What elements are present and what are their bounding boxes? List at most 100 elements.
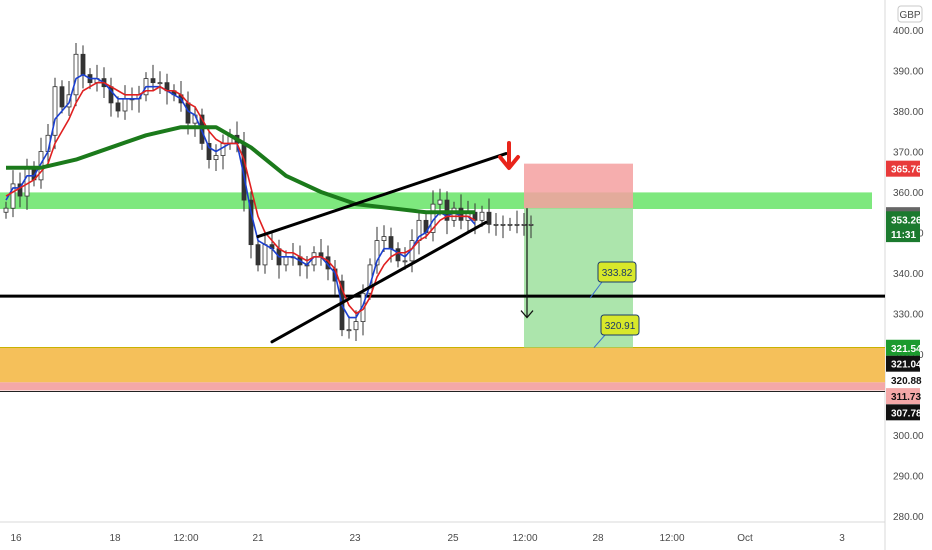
price-tick-label: 290.00	[893, 472, 924, 483]
resistance-zone[interactable]	[0, 192, 872, 210]
candle-body	[150, 78, 156, 84]
candle-body	[220, 142, 226, 156]
candle-body	[514, 223, 520, 226]
callout-box	[600, 314, 640, 336]
candle-body	[199, 114, 205, 144]
time-tick-label: 18	[109, 533, 121, 544]
price-badge	[886, 371, 920, 388]
candle-body	[521, 223, 527, 226]
time-tick-label: 12:00	[512, 533, 537, 544]
candle-body	[500, 223, 506, 226]
time-tick-label: 23	[349, 533, 361, 544]
series-ema_fast	[5, 73, 476, 319]
candle-body	[507, 223, 513, 226]
time-tick-label: 21	[252, 533, 264, 544]
wedge-lower-line[interactable]	[270, 220, 488, 344]
time-tick-label: 12:00	[659, 533, 684, 544]
price-tick-label: 280.00	[893, 512, 924, 523]
price-badge-label: 321.04	[891, 360, 922, 371]
candle-body	[395, 248, 401, 262]
candle-body	[122, 98, 128, 112]
candle-body	[283, 256, 289, 266]
candle-body	[479, 211, 485, 221]
candle-body	[493, 223, 499, 226]
candle-body	[52, 86, 58, 136]
time-tick-label: 3	[839, 533, 845, 544]
candle-body	[486, 211, 492, 225]
candle-body	[528, 223, 534, 226]
price-tick-label: 380.00	[893, 107, 924, 118]
candle-body	[73, 53, 79, 96]
price-badge	[886, 404, 920, 421]
price-tick-label: 360.00	[893, 188, 924, 199]
candle-body	[59, 86, 65, 108]
price-badge-label: 353.26	[891, 215, 922, 226]
price-badge	[886, 339, 920, 356]
lower-zone[interactable]	[0, 382, 885, 391]
candle-body	[185, 102, 191, 124]
price-badge-label: 320.88	[891, 376, 922, 387]
price-tick-label: 400.00	[893, 26, 924, 37]
price-badge	[886, 211, 920, 228]
candle-body	[206, 142, 212, 160]
candle-body	[451, 207, 457, 221]
candle-body	[3, 207, 9, 213]
candle-body	[213, 155, 219, 161]
time-tick-label: 16	[10, 533, 22, 544]
time-tick-label: 12:00	[173, 533, 198, 544]
time-tick-label: Oct	[737, 533, 753, 544]
callout-label: 333.82	[602, 268, 633, 279]
callout-320[interactable]: 320.91	[593, 314, 640, 348]
candle-body	[80, 53, 86, 75]
candle-body	[10, 183, 16, 209]
candle-body	[255, 244, 261, 266]
candle-body	[115, 102, 121, 112]
candle-body	[444, 199, 450, 221]
stop-loss-box[interactable]	[524, 163, 633, 209]
time-tick-label: 28	[592, 533, 604, 544]
price-badge-label: 11:31	[891, 230, 916, 241]
candle-body	[346, 329, 352, 332]
price-badge-label: 321.54	[891, 344, 922, 355]
candle-body	[374, 240, 380, 266]
red-down-arrow-icon	[498, 141, 520, 170]
price-tick-label: 390.00	[893, 67, 924, 78]
price-badge-label: 365.76	[891, 165, 922, 176]
callout-leader	[589, 281, 603, 299]
price-badges: 365.76354.28353.2611:31321.54321.04320.8…	[886, 160, 922, 421]
arrow-head	[498, 155, 520, 170]
price-badge	[886, 160, 920, 177]
candle-body	[388, 236, 394, 250]
price-badge-label: 307.78	[891, 408, 922, 419]
projection-arrow-head	[520, 310, 534, 319]
candle-body	[262, 244, 268, 266]
callout-box	[597, 261, 637, 283]
candle-body	[458, 207, 464, 221]
candle-body	[157, 82, 163, 85]
series-ma_long	[6, 125, 475, 215]
price-badge-label: 311.73	[891, 392, 921, 403]
callout-333[interactable]: 333.82	[589, 261, 637, 299]
price-badge	[886, 388, 920, 405]
wedge-upper-line[interactable]	[256, 152, 508, 239]
series-ema_slow	[5, 81, 476, 315]
currency-badge[interactable]: GBP	[897, 5, 923, 23]
candle-body	[402, 260, 408, 263]
callout-leader	[593, 334, 606, 348]
time-axis-ticks[interactable]: 16 18 12:00 21 23 25 12:00 28 12:00 Oct 3	[10, 533, 845, 544]
candle-body	[437, 199, 443, 205]
candle-body	[353, 321, 359, 331]
price-tick-label: 370.00	[893, 148, 924, 159]
callout-label: 320.91	[605, 321, 636, 332]
price-tick-label: 330.00	[893, 310, 924, 321]
time-tick-label: 25	[447, 533, 459, 544]
candle-body	[381, 236, 387, 242]
support-zone[interactable]	[0, 347, 885, 383]
price-tick-label: 300.00	[893, 431, 924, 442]
price-badge	[886, 355, 920, 372]
price-badge	[886, 226, 920, 243]
candle-body	[24, 167, 30, 197]
currency-label: GBP	[899, 10, 920, 21]
